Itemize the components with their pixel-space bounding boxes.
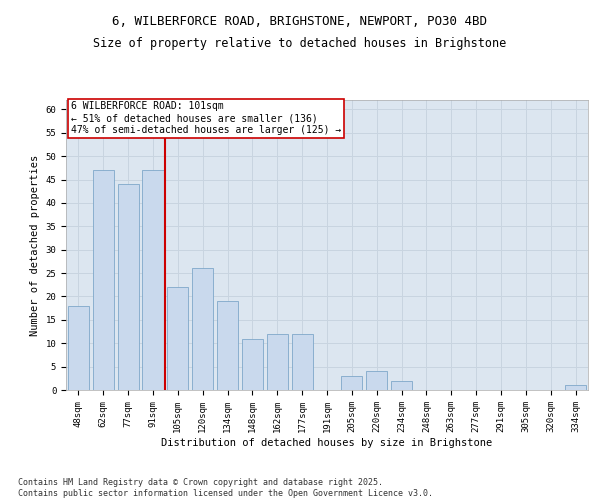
Bar [341, 376, 362, 390]
Text: 6, WILBERFORCE ROAD, BRIGHSTONE, NEWPORT, PO30 4BD: 6, WILBERFORCE ROAD, BRIGHSTONE, NEWPORT… [113, 15, 487, 28]
Bar [192, 268, 213, 390]
Bar [292, 334, 313, 390]
Text: Size of property relative to detached houses in Brighstone: Size of property relative to detached ho… [94, 38, 506, 51]
Bar [68, 306, 89, 390]
X-axis label: Distribution of detached houses by size in Brighstone: Distribution of detached houses by size … [161, 438, 493, 448]
Bar [142, 170, 164, 390]
Bar [217, 301, 238, 390]
Bar [391, 380, 412, 390]
Text: 6 WILBERFORCE ROAD: 101sqm
← 51% of detached houses are smaller (136)
47% of sem: 6 WILBERFORCE ROAD: 101sqm ← 51% of deta… [71, 102, 341, 134]
Bar [93, 170, 114, 390]
Bar [366, 372, 387, 390]
Bar [267, 334, 288, 390]
Bar [118, 184, 139, 390]
Bar [167, 287, 188, 390]
Text: Contains HM Land Registry data © Crown copyright and database right 2025.
Contai: Contains HM Land Registry data © Crown c… [18, 478, 433, 498]
Y-axis label: Number of detached properties: Number of detached properties [30, 154, 40, 336]
Bar [565, 386, 586, 390]
Bar [242, 338, 263, 390]
